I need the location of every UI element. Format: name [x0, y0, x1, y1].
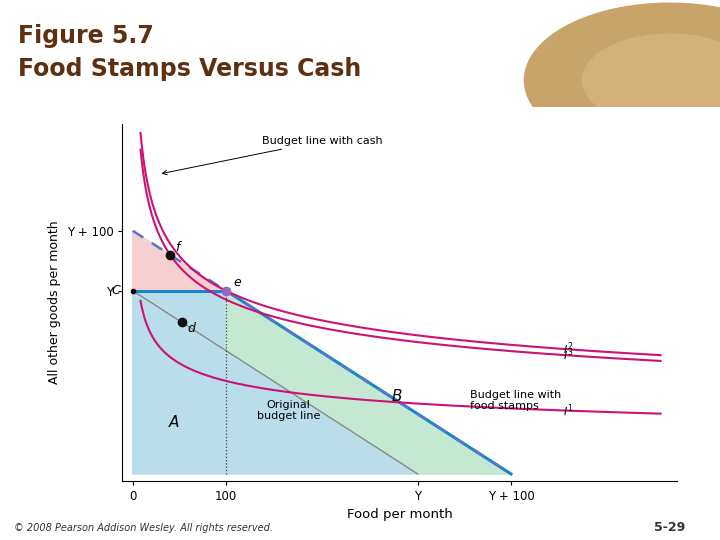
Text: Figure 5.7: Figure 5.7 — [18, 24, 154, 48]
Text: e: e — [234, 276, 241, 289]
Text: C: C — [111, 284, 120, 297]
Polygon shape — [524, 3, 720, 157]
Text: f: f — [175, 241, 179, 254]
Y-axis label: All other goods per month: All other goods per month — [48, 220, 61, 384]
Polygon shape — [132, 291, 511, 474]
Text: d: d — [187, 322, 195, 335]
Text: Budget line with cash: Budget line with cash — [163, 136, 383, 174]
Text: $I^2$: $I^2$ — [563, 340, 573, 357]
Text: Food Stamps Versus Cash: Food Stamps Versus Cash — [18, 57, 361, 80]
Text: $I^1$: $I^1$ — [563, 402, 573, 418]
Polygon shape — [582, 34, 720, 126]
Text: Original
budget line: Original budget line — [256, 400, 320, 421]
Text: B: B — [392, 389, 402, 404]
Polygon shape — [226, 291, 511, 474]
Polygon shape — [132, 231, 226, 291]
Text: $I^3$: $I^3$ — [563, 346, 573, 363]
Text: © 2008 Pearson Addison Wesley. All rights reserved.: © 2008 Pearson Addison Wesley. All right… — [14, 523, 274, 534]
Text: Budget line with
food stamps: Budget line with food stamps — [469, 390, 561, 411]
Text: 5-29: 5-29 — [654, 521, 685, 535]
X-axis label: Food per month: Food per month — [347, 508, 452, 521]
Text: A: A — [169, 415, 179, 430]
